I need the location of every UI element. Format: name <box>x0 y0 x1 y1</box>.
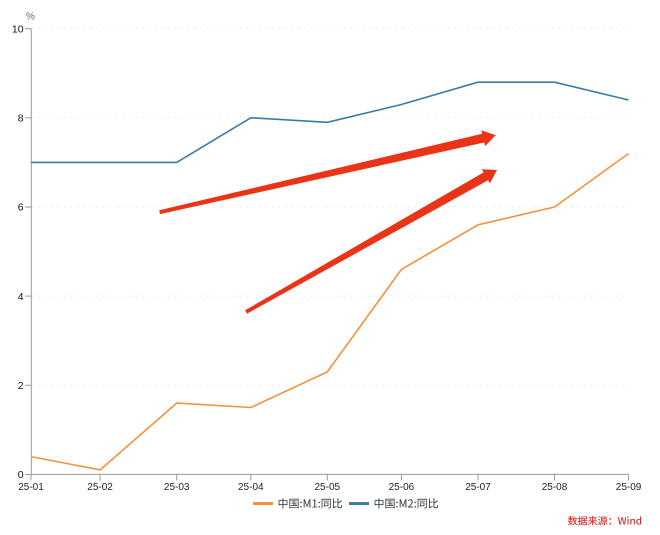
svg-text:25-08: 25-08 <box>542 482 568 493</box>
svg-text:10: 10 <box>12 23 24 35</box>
svg-text:25-02: 25-02 <box>87 482 113 493</box>
svg-text:25-05: 25-05 <box>315 482 341 493</box>
svg-text:25-03: 25-03 <box>164 482 190 493</box>
svg-text:25-04: 25-04 <box>238 482 264 493</box>
svg-text:0: 0 <box>18 469 24 481</box>
svg-text:4: 4 <box>18 291 24 303</box>
svg-text:25-06: 25-06 <box>389 482 415 493</box>
svg-text:8: 8 <box>18 113 24 125</box>
svg-text:%: % <box>26 12 35 23</box>
svg-text:25-09: 25-09 <box>616 482 642 493</box>
svg-text:2: 2 <box>18 380 24 392</box>
svg-text:6: 6 <box>18 202 24 214</box>
svg-text:25-07: 25-07 <box>465 482 491 493</box>
svg-text:25-01: 25-01 <box>18 482 44 493</box>
